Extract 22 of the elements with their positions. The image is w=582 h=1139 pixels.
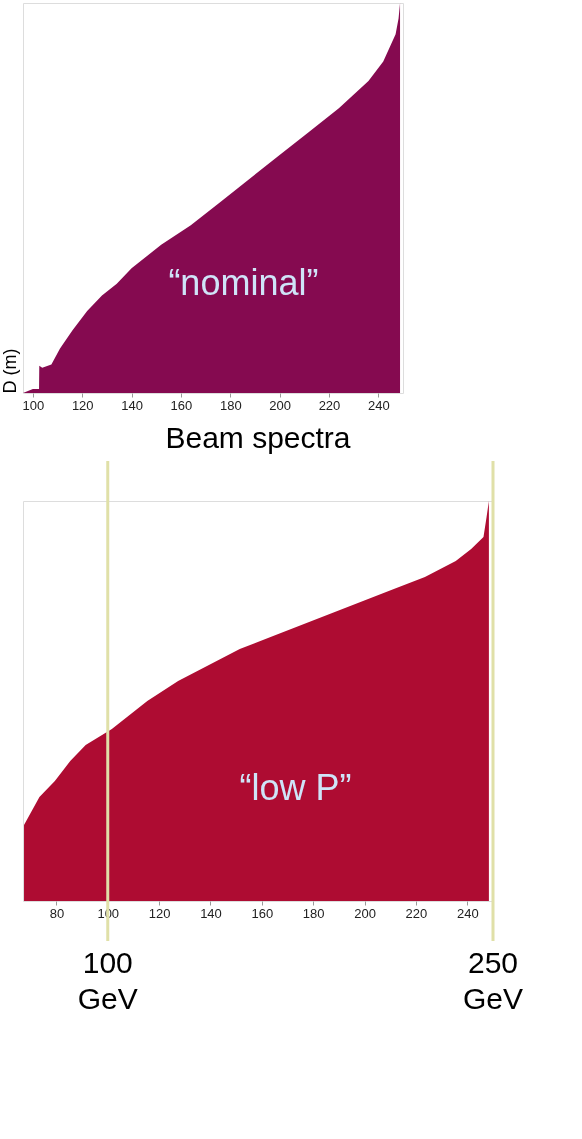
series-label: “low P” — [239, 767, 352, 808]
series-label: “nominal” — [168, 261, 319, 303]
x-tick-label: 180 — [219, 397, 242, 413]
x-tick-label: 160 — [170, 397, 193, 413]
x-tick-label: 240 — [367, 397, 390, 413]
x-tick-label: 120 — [71, 397, 94, 413]
x-tick-label: 200 — [354, 905, 376, 921]
x-tick-label: 140 — [200, 905, 222, 921]
x-tick-label: 100 — [22, 397, 45, 413]
x-tick-label: 80 — [49, 905, 65, 921]
x-tick-label: 140 — [121, 397, 143, 413]
ref-line-label: 250 GeV — [462, 946, 524, 1015]
x-tick-label: 220 — [318, 397, 341, 413]
x-tick-label: 220 — [405, 905, 428, 921]
y-axis-title: D (m) — [0, 348, 20, 394]
x-tick-label: 240 — [456, 905, 479, 921]
chart-title: Beam spectra — [165, 420, 351, 454]
ref-line-label: 100 GeV — [77, 946, 138, 1015]
x-tick-label: 180 — [302, 905, 325, 921]
x-tick-label: 120 — [148, 905, 171, 921]
x-tick-label: 160 — [251, 905, 274, 921]
x-tick-label: 200 — [269, 397, 291, 413]
